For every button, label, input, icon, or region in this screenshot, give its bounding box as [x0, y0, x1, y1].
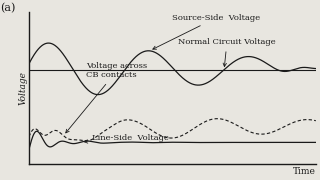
Y-axis label: Voltage: Voltage [19, 71, 28, 105]
Text: Line-Side  Voltage: Line-Side Voltage [84, 134, 169, 143]
Text: Normal Circuit Voltage: Normal Circuit Voltage [178, 38, 276, 67]
Text: Time: Time [293, 167, 316, 176]
Text: Source-Side  Voltage: Source-Side Voltage [153, 14, 260, 49]
Text: Voltage across
CB contacts: Voltage across CB contacts [66, 62, 148, 133]
Text: (a): (a) [0, 3, 16, 14]
